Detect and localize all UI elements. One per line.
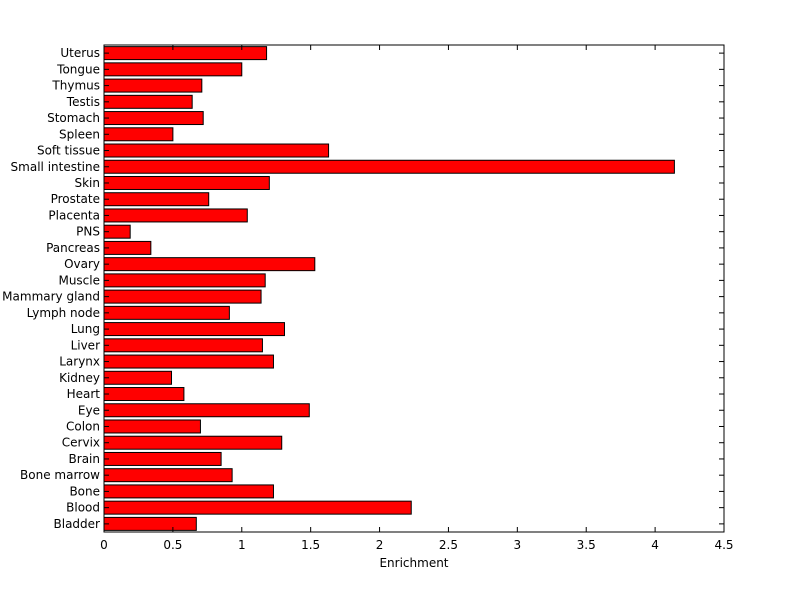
bar-placenta [103, 208, 248, 223]
y-tick-label: Mammary gland [2, 290, 100, 304]
bar-lymph-node [103, 305, 230, 320]
bar-pancreas [103, 240, 152, 255]
y-tick-label: Pancreas [46, 241, 100, 255]
x-tick-label: 2.5 [439, 538, 458, 552]
plot-frame [103, 44, 725, 533]
x-tick-label: 2 [376, 538, 384, 552]
y-tick-label: Kidney [59, 371, 100, 385]
bar-heart [103, 387, 185, 402]
y-tick-label: Testis [66, 95, 100, 109]
bar-liver [103, 338, 263, 353]
bar-stomach [103, 111, 204, 126]
y-tick-label: Heart [67, 387, 101, 401]
bar-blood [103, 500, 412, 515]
bar-skin [103, 175, 270, 190]
bar-prostate [103, 192, 210, 207]
y-tick-label: Soft tissue [37, 144, 100, 158]
y-tick-label: Liver [71, 338, 101, 352]
y-tick-label: Cervix [62, 436, 100, 450]
y-tick-label: PNS [76, 225, 100, 239]
bar-mammary-gland [103, 289, 262, 304]
y-tick-label: Bone [69, 484, 100, 498]
y-ticks-group: Uterus Tongue Thymus Testis Stomach Spleen Sof… [2, 46, 724, 531]
y-tick-label: Eye [78, 403, 100, 417]
bar-thymus [103, 78, 203, 93]
x-tick-label: 3.5 [577, 538, 596, 552]
y-tick-label: Larynx [59, 355, 100, 369]
bar-bladder [103, 516, 197, 531]
bar-bone [103, 484, 274, 499]
y-tick-label: Colon [66, 419, 100, 433]
y-tick-label: Lymph node [27, 306, 100, 320]
bar-soft-tissue [103, 143, 330, 158]
y-tick-label: Uterus [60, 46, 100, 60]
y-tick-label: Thymus [51, 79, 100, 93]
x-tick-label: 0.5 [163, 538, 182, 552]
y-tick-label: Spleen [59, 127, 100, 141]
y-tick-label: Bladder [54, 517, 101, 531]
y-tick-label: Small intestine [11, 160, 100, 174]
x-tick-label: 0 [100, 538, 108, 552]
y-tick-label: Muscle [58, 273, 100, 287]
bar-tongue [103, 62, 243, 77]
bar-testis [103, 94, 193, 109]
bar-small-intestine [103, 159, 675, 174]
bar-kidney [103, 370, 173, 385]
bar-ovary [103, 257, 316, 272]
x-axis-label: Enrichment [379, 556, 448, 570]
y-tick-label: Prostate [51, 192, 100, 206]
x-tick-label: 1.5 [301, 538, 320, 552]
y-tick-label: Lung [71, 322, 100, 336]
bar-eye [103, 403, 310, 418]
y-tick-label: Tongue [56, 62, 100, 76]
y-tick-label: Bone marrow [20, 468, 100, 482]
bar-cervix [103, 435, 283, 450]
y-tick-label: Skin [74, 176, 100, 190]
x-tick-label: 3 [514, 538, 522, 552]
y-tick-label: Ovary [64, 257, 100, 271]
y-tick-label: Blood [66, 501, 100, 515]
x-tick-label: 4 [651, 538, 659, 552]
y-tick-label: Stomach [47, 111, 100, 125]
bar-larynx [103, 354, 274, 369]
y-tick-label: Brain [69, 452, 100, 466]
bar-lung [103, 322, 285, 337]
bar-colon [103, 419, 201, 434]
bar-bone-marrow [103, 468, 233, 483]
x-ticks-group: 0 0.5 1 1.5 2 2.5 3 3.5 4 4.5 [100, 45, 734, 552]
x-tick-label: 4.5 [714, 538, 733, 552]
x-tick-label: 1 [238, 538, 246, 552]
bar-muscle [103, 273, 266, 288]
bar-spleen [103, 127, 174, 142]
y-tick-label: Placenta [48, 208, 100, 222]
bar-brain [103, 451, 222, 466]
bars-group [103, 46, 675, 531]
